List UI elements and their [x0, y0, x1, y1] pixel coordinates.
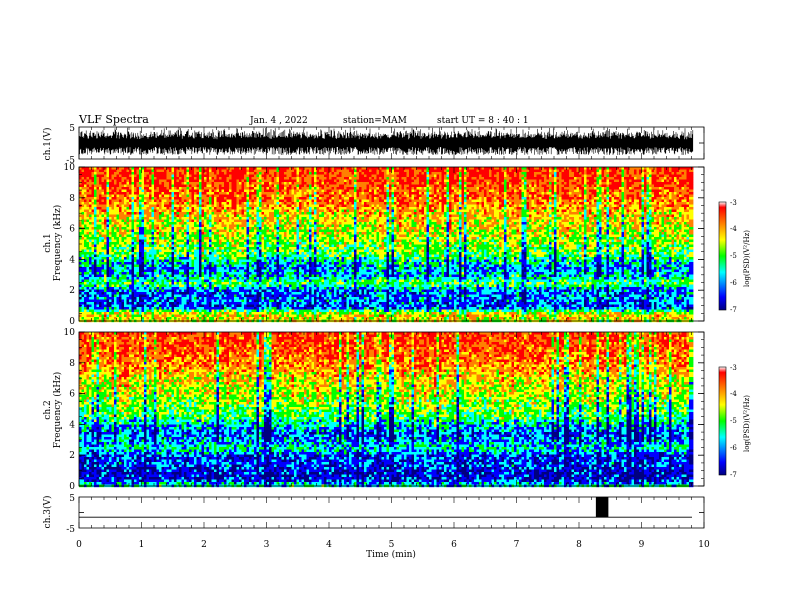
ch1-spectrogram-ytick-2: 4 [69, 255, 75, 265]
ch1-wave-ytick-0: 5 [69, 124, 75, 134]
ch1-wave-ytick-1: -5 [66, 156, 75, 166]
station-label: station=MAM [343, 116, 407, 126]
cb1-tick-2: -5 [730, 252, 737, 260]
ch1-spec-ylabel-1: ch.1 [43, 233, 53, 252]
ch2-spectrogram-heatmap [79, 332, 693, 487]
ch2-spectrogram-ytick-3: 6 [69, 390, 75, 400]
ch2-spectrogram-ytick-2: 4 [69, 420, 75, 430]
x-axis-tick-labels: 0 1 2 3 4 5 6 7 8 9 10 [76, 540, 710, 550]
ch2-spec-ylabel-1: ch.2 [43, 400, 53, 419]
ch1-spectrogram-ytick-3: 6 [69, 225, 75, 235]
cb2-tick-0: -3 [730, 364, 737, 372]
x-axis-label: Time (min) [366, 549, 416, 560]
x-tick-5: 5 [389, 540, 395, 550]
ch1-spectrogram-ytick-1: 2 [69, 286, 75, 296]
ch1-spectrogram-ytick-4: 8 [69, 194, 75, 204]
x-tick-4: 4 [326, 540, 332, 550]
x-tick-9: 9 [639, 540, 645, 550]
ch2-spectrogram-ytick-5: 10 [64, 328, 76, 338]
x-tick-3: 3 [264, 540, 270, 550]
ch1-wave-ylabel: ch.1(V) [42, 128, 53, 161]
ch3-pulse [596, 497, 609, 517]
ch2-spectrogram-ytick-1: 2 [69, 451, 75, 461]
ch2-spec-ylabel-2: Frequency (kHz) [52, 372, 63, 449]
ch1-spectrogram-ytick-0: 0 [69, 317, 75, 327]
cb1-label: log(PSD)(V²/Hz) [743, 230, 751, 287]
colorbar-ch1-bar [719, 202, 726, 310]
cb1-tick-0: -3 [730, 199, 737, 207]
x-tick-1: 1 [139, 540, 145, 550]
cb2-label: log(PSD)(V²/Hz) [743, 395, 751, 452]
x-tick-2: 2 [201, 540, 207, 550]
ch2-spectrogram-ytick-0: 0 [69, 482, 75, 492]
colorbar-ch2-bar [719, 367, 726, 475]
ch1-spectrogram-heatmap [79, 167, 693, 322]
ch3-wave-ytick-1: -5 [66, 525, 75, 535]
x-tick-8: 8 [576, 540, 582, 550]
ch3-wave-ytick-0: 5 [69, 494, 75, 504]
figure-title: VLF Spectra [78, 113, 149, 126]
x-tick-6: 6 [451, 540, 457, 550]
ch1-spec-ylabel-2: Frequency (kHz) [52, 205, 63, 282]
x-tick-10: 10 [698, 540, 710, 550]
x-tick-0: 0 [76, 540, 82, 550]
panels-group [79, 127, 704, 528]
x-tick-7: 7 [514, 540, 520, 550]
date-label: Jan. 4 , 2022 [249, 116, 308, 126]
cb1-tick-3: -6 [730, 279, 737, 287]
cb1-tick-1: -4 [730, 225, 737, 233]
cb2-tick-4: -7 [730, 471, 737, 479]
cb2-tick-3: -6 [730, 444, 737, 452]
ch2-spectrogram-ytick-4: 8 [69, 359, 75, 369]
colorbar-ch1: -3 -4 -5 -6 -7 log(PSD)(V²/Hz) [719, 199, 751, 314]
start-time-label: start UT = 8 : 40 : 1 [437, 116, 529, 126]
colorbar-ch2: -3 -4 -5 -6 -7 log(PSD)(V²/Hz) [719, 364, 751, 479]
ch3-wave-ylabel: ch.3(V) [42, 496, 53, 529]
cb2-tick-1: -4 [730, 390, 737, 398]
cb2-tick-2: -5 [730, 417, 737, 425]
cb1-tick-4: -7 [730, 306, 737, 314]
